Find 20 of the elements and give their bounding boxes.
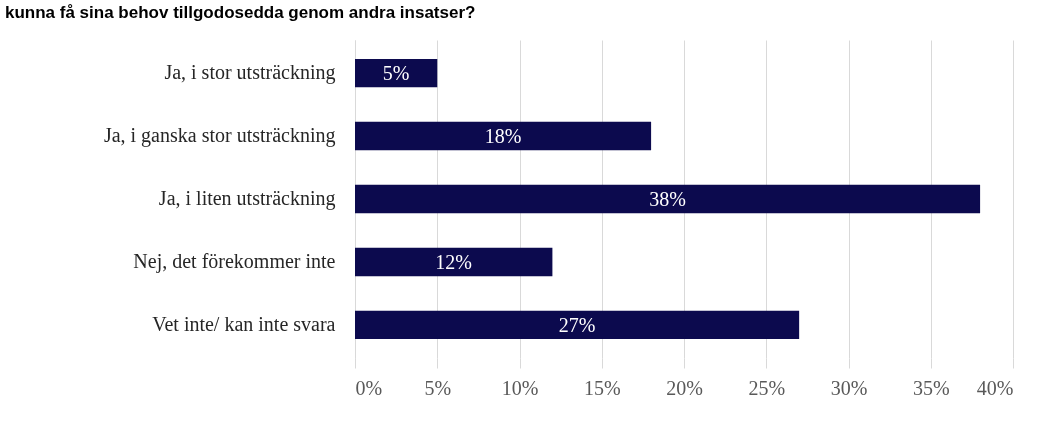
y-tick-label: Ja, i ganska stor utsträckning: [103, 124, 336, 148]
data-label: 27%: [558, 313, 596, 336]
data-label: 5%: [382, 62, 410, 85]
y-tick-label: Ja, i stor utsträckning: [164, 61, 336, 85]
data-label: 12%: [435, 250, 473, 273]
y-tick-label: Nej, det förekommer inte: [133, 249, 336, 273]
x-tick-label: 40%: [976, 376, 1014, 399]
x-tick-label: 30%: [830, 376, 868, 399]
x-tick-label: 20%: [666, 376, 703, 399]
x-tick-label: 25%: [748, 376, 786, 399]
x-tick-label: 35%: [912, 376, 950, 399]
x-tick-label: 10%: [501, 376, 539, 399]
chart-title: kunna få sina behov tillgodosedda genom andra insatser?: [5, 3, 476, 22]
data-label: 18%: [484, 125, 522, 148]
data-label: 38%: [649, 188, 686, 210]
y-tick-label: Vet inte/ kan inte svara: [152, 312, 336, 335]
x-tick-label: 5%: [424, 376, 452, 399]
x-tick-label: 0%: [355, 376, 383, 399]
x-tick-label: 15%: [583, 376, 621, 399]
y-tick-label: Ja, i liten utsträckning: [158, 187, 336, 210]
